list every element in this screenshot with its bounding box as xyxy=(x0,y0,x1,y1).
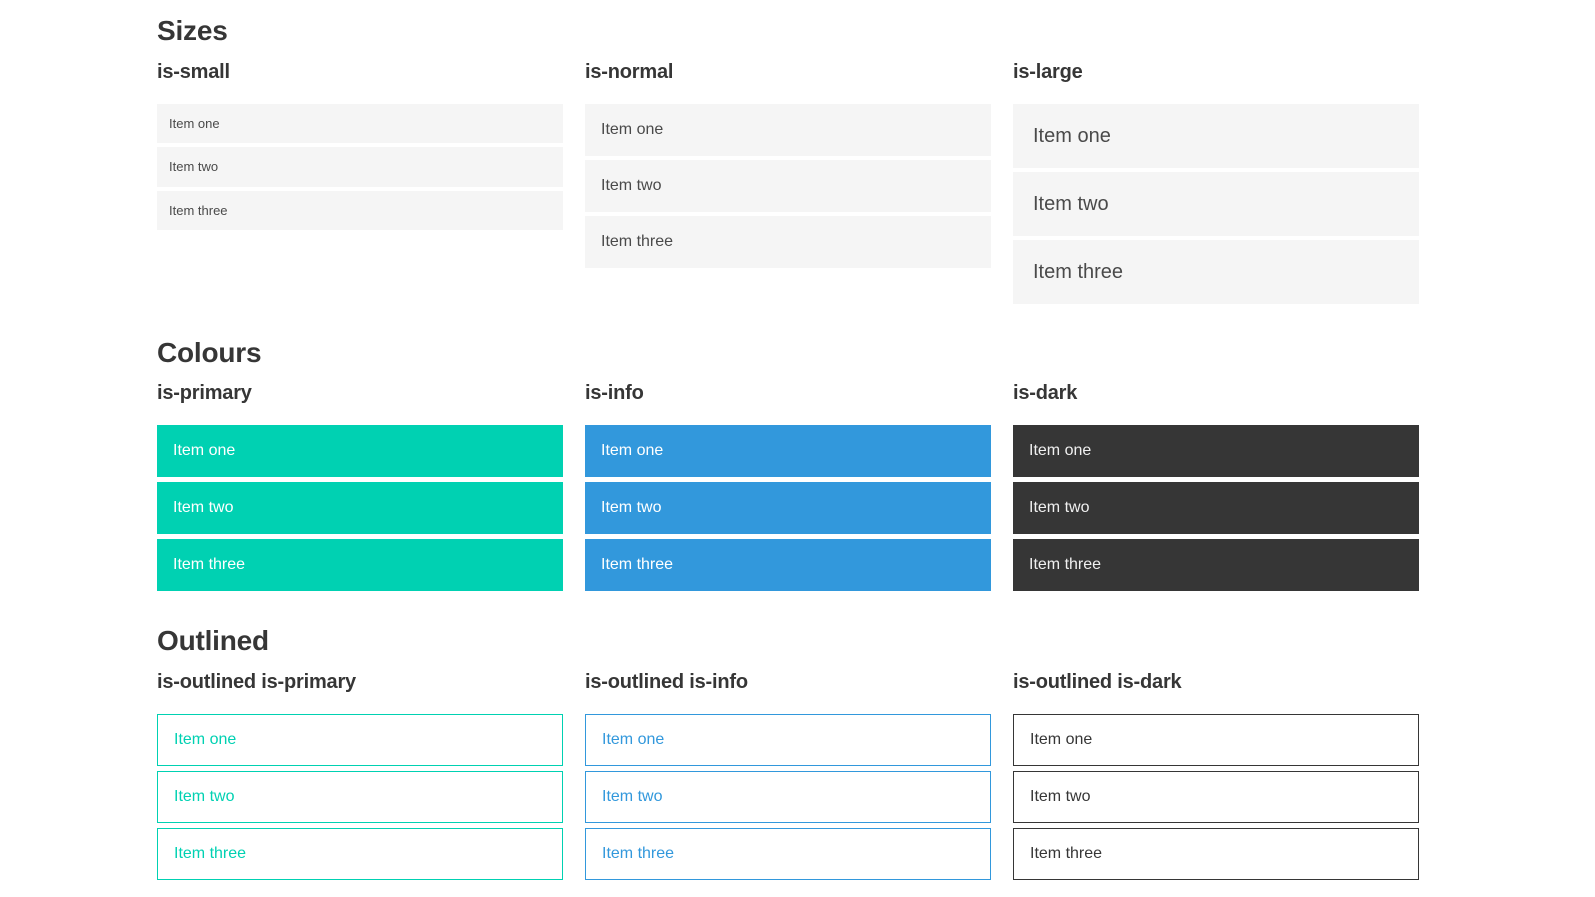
group-label: is-normal xyxy=(585,60,674,83)
list-item[interactable]: Item three xyxy=(1013,239,1419,304)
list: Item one Item two Item three xyxy=(157,103,563,231)
list-item[interactable]: Item one xyxy=(1013,713,1419,766)
list-item[interactable]: Item three xyxy=(157,190,563,231)
list-item[interactable]: Item one xyxy=(585,103,991,156)
list-item[interactable]: Item one xyxy=(585,713,991,766)
list: Item one Item two Item three xyxy=(157,713,563,880)
list: Item one Item two Item three xyxy=(1013,713,1419,880)
list-item[interactable]: Item one xyxy=(585,425,991,478)
list: Item one Item two Item three xyxy=(1013,103,1419,304)
list-item[interactable]: Item three xyxy=(1013,539,1419,592)
list-item[interactable]: Item two xyxy=(157,770,563,823)
group-label: is-dark xyxy=(1013,382,1078,405)
group-is-normal: is-normal Item one Item two Item three xyxy=(585,60,991,272)
group-label: is-outlined is-info xyxy=(585,670,748,693)
list-item[interactable]: Item two xyxy=(1013,171,1419,236)
list-item[interactable]: Item three xyxy=(1013,827,1419,880)
section-title: Outlined xyxy=(157,625,269,657)
list: Item one Item two Item three xyxy=(585,103,991,268)
list-item[interactable]: Item one xyxy=(157,713,563,766)
group-is-outlined-is-primary: is-outlined is-primary Item one Item two… xyxy=(157,670,563,885)
list-item[interactable]: Item one xyxy=(1013,425,1419,478)
list-item[interactable]: Item two xyxy=(1013,770,1419,823)
group-is-outlined-is-dark: is-outlined is-dark Item one Item two It… xyxy=(1013,670,1419,885)
list-item[interactable]: Item two xyxy=(157,482,563,535)
list-item[interactable]: Item two xyxy=(585,159,991,212)
group-label: is-outlined is-dark xyxy=(1013,670,1182,693)
list: Item one Item two Item three xyxy=(585,713,991,880)
outlined-grid: is-outlined is-primary Item one Item two… xyxy=(157,670,1419,885)
list-item[interactable]: Item two xyxy=(585,770,991,823)
list: Item one Item two Item three xyxy=(585,425,991,592)
group-label: is-info xyxy=(585,382,644,405)
section-sizes: Sizes is-small Item one Item two Item th… xyxy=(157,14,1419,308)
colours-grid: is-primary Item one Item two Item three … xyxy=(157,381,1419,596)
list-item[interactable]: Item one xyxy=(1013,103,1419,168)
list-item[interactable]: Item three xyxy=(585,539,991,592)
list-item[interactable]: Item three xyxy=(585,215,991,268)
list-item[interactable]: Item one xyxy=(157,425,563,478)
list: Item one Item two Item three xyxy=(1013,425,1419,592)
list: Item one Item two Item three xyxy=(157,425,563,592)
section-colours: Colours is-primary Item one Item two Ite… xyxy=(157,336,1419,597)
list-item[interactable]: Item two xyxy=(1013,482,1419,535)
section-outlined: Outlined is-outlined is-primary Item one… xyxy=(157,624,1419,885)
list-item[interactable]: Item three xyxy=(585,827,991,880)
sizes-grid: is-small Item one Item two Item three is… xyxy=(157,60,1419,308)
list-item[interactable]: Item one xyxy=(157,103,563,144)
list-item[interactable]: Item two xyxy=(585,482,991,535)
group-is-dark: is-dark Item one Item two Item three xyxy=(1013,381,1419,596)
group-is-outlined-is-info: is-outlined is-info Item one Item two It… xyxy=(585,670,991,885)
group-label: is-small xyxy=(157,60,230,83)
group-label: is-outlined is-primary xyxy=(157,670,356,693)
group-is-small: is-small Item one Item two Item three xyxy=(157,60,563,235)
group-is-info: is-info Item one Item two Item three xyxy=(585,381,991,596)
group-label: is-primary xyxy=(157,382,252,405)
section-title: Sizes xyxy=(157,15,228,46)
list-item[interactable]: Item three xyxy=(157,539,563,592)
list-item[interactable]: Item two xyxy=(157,147,563,187)
group-is-large: is-large Item one Item two Item three xyxy=(1013,60,1419,308)
group-is-primary: is-primary Item one Item two Item three xyxy=(157,381,563,596)
list-item[interactable]: Item three xyxy=(157,827,563,880)
section-title: Colours xyxy=(157,336,262,368)
group-label: is-large xyxy=(1013,60,1083,83)
